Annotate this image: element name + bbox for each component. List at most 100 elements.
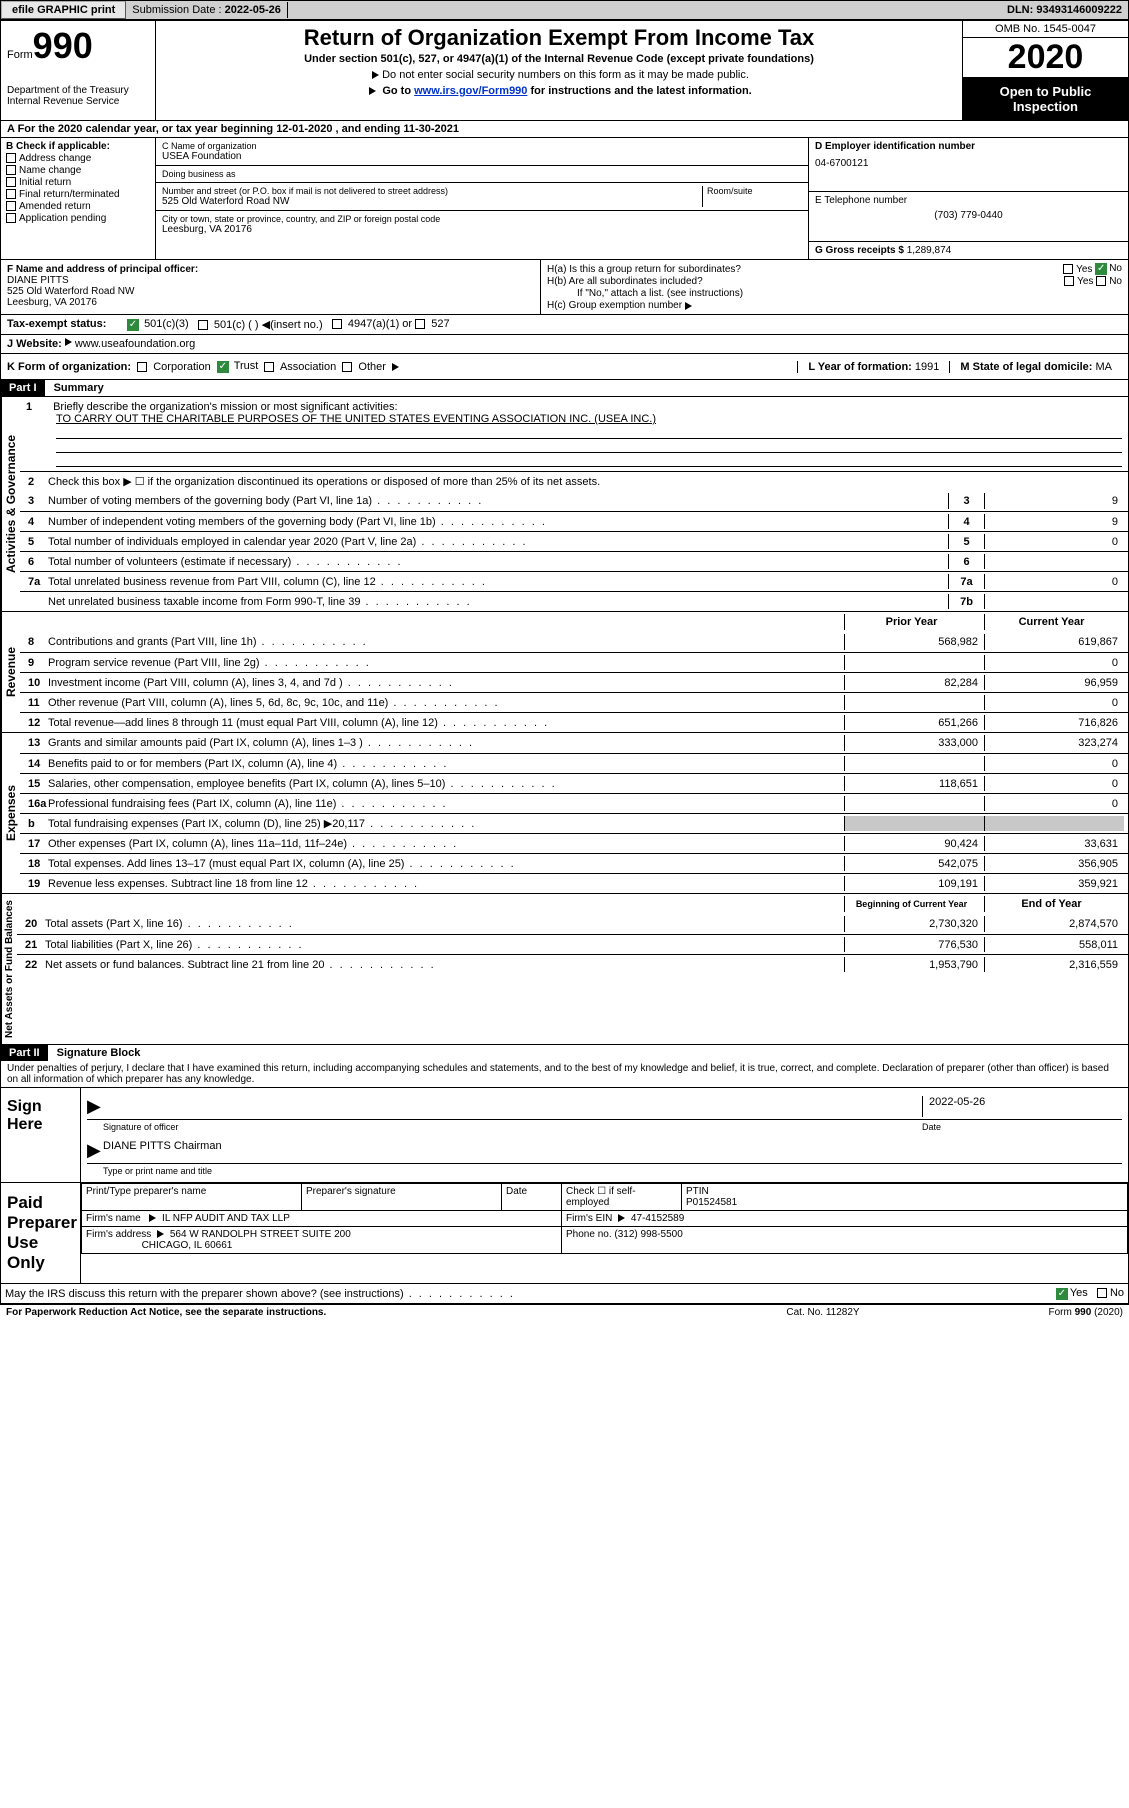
paid-preparer-label: Paid Preparer Use Only — [1, 1183, 81, 1283]
line-num: 12 — [24, 717, 48, 729]
row-i-tax-status: Tax-exempt status: ✓ 501(c)(3) 501(c) ( … — [1, 314, 1128, 334]
opt-label: Corporation — [153, 361, 210, 373]
line-box: 3 — [948, 493, 984, 509]
current-value: 2,316,559 — [984, 957, 1124, 972]
city-value: Leesburg, VA 20176 — [162, 224, 802, 235]
current-value: 0 — [984, 695, 1124, 710]
form-word: Form — [7, 49, 33, 61]
prep-date-label: Date — [502, 1184, 562, 1211]
line-desc: Total number of individuals employed in … — [48, 536, 948, 548]
opt-label: 527 — [431, 318, 449, 330]
officer-addr2: Leesburg, VA 20176 — [7, 297, 97, 308]
firm-name-cell: Firm's name IL NFP AUDIT AND TAX LLP — [82, 1211, 562, 1227]
opt-label: Association — [280, 361, 336, 373]
ha-yes[interactable]: Yes — [1063, 264, 1092, 275]
tax-year: 2020 — [963, 38, 1128, 78]
current-value: 558,011 — [984, 937, 1124, 952]
discuss-no[interactable]: No — [1097, 1287, 1124, 1299]
line-num: 21 — [21, 939, 45, 951]
chk-initial-return[interactable]: Initial return — [6, 177, 150, 188]
tel-label: E Telephone number — [815, 195, 1122, 206]
discuss-row: May the IRS discuss this return with the… — [1, 1283, 1128, 1303]
irs-link[interactable]: www.irs.gov/Form990 — [414, 85, 527, 97]
row-k-org-form: K Form of organization: Corporation ✓ Tr… — [1, 353, 1128, 379]
prep-row-2: Firm's name IL NFP AUDIT AND TAX LLP Fir… — [82, 1211, 1128, 1227]
side-revenue: Revenue — [1, 612, 20, 732]
discuss-yes[interactable]: ✓Yes — [1056, 1287, 1088, 1299]
opt-trust[interactable]: ✓ Trust — [217, 360, 259, 373]
line-desc: Total liabilities (Part X, line 26) — [45, 939, 844, 951]
header-right: OMB No. 1545-0047 2020 Open to Public In… — [963, 21, 1128, 120]
data-line: 14 Benefits paid to or for members (Part… — [20, 753, 1128, 773]
opt-4947[interactable]: 4947(a)(1) or — [332, 318, 412, 331]
opt-association[interactable]: Association — [264, 361, 336, 373]
beginning-year-header: Beginning of Current Year — [844, 896, 984, 912]
data-line: 15 Salaries, other compensation, employe… — [20, 773, 1128, 793]
opt-527[interactable]: 527 — [415, 318, 449, 331]
footer-cat-no: Cat. No. 11282Y — [723, 1307, 923, 1318]
opt-501c3[interactable]: ✓ 501(c)(3) — [127, 318, 189, 331]
line-desc: Revenue less expenses. Subtract line 18 … — [48, 878, 844, 890]
street-value: 525 Old Waterford Road NW — [162, 196, 702, 207]
hb-no[interactable]: No — [1096, 276, 1122, 287]
opt-501c[interactable]: 501(c) ( ) ◀(insert no.) — [198, 318, 323, 331]
chk-label: Address change — [19, 153, 91, 164]
h-b: H(b) Are all subordinates included? Yes … — [547, 276, 1122, 287]
ein-cell: D Employer identification number 04-6700… — [809, 138, 1128, 192]
line2-desc: Check this box ▶ ☐ if the organization d… — [48, 475, 1124, 488]
firm-name-label: Firm's name — [86, 1213, 141, 1224]
line-value — [984, 554, 1124, 569]
officer-name-line: ▶ DIANE PITTS Chairman — [87, 1140, 1122, 1164]
chk-name-change[interactable]: Name change — [6, 165, 150, 176]
line-box: 5 — [948, 534, 984, 549]
line-desc: Investment income (Part VIII, column (A)… — [48, 677, 844, 689]
prior-value — [844, 655, 984, 670]
org-name-cell: C Name of organization USEA Foundation — [156, 138, 808, 166]
current-value — [984, 816, 1124, 831]
efile-print-button[interactable]: efile GRAPHIC print — [1, 1, 126, 19]
mission-value: TO CARRY OUT THE CHARITABLE PURPOSES OF … — [56, 413, 656, 425]
prior-value: 651,266 — [844, 715, 984, 730]
hb-yes[interactable]: Yes — [1064, 276, 1093, 287]
hb-label: H(b) Are all subordinates included? — [547, 276, 1064, 287]
form-title: Return of Organization Exempt From Incom… — [164, 25, 954, 51]
line-num: 20 — [21, 918, 45, 930]
chk-address-change[interactable]: Address change — [6, 153, 150, 164]
current-value: 0 — [984, 655, 1124, 670]
discuss-label: May the IRS discuss this return with the… — [5, 1288, 984, 1300]
gov-line: 3 Number of voting members of the govern… — [20, 491, 1128, 511]
data-line: 8 Contributions and grants (Part VIII, l… — [20, 632, 1128, 652]
dept-treasury: Department of the Treasury Internal Reve… — [7, 85, 149, 107]
chk-final-return[interactable]: Final return/terminated — [6, 189, 150, 200]
prior-value: 776,530 — [844, 937, 984, 952]
data-line: 9 Program service revenue (Part VIII, li… — [20, 652, 1128, 672]
current-value: 33,631 — [984, 836, 1124, 851]
opt-label: 501(c) ( ) — [214, 319, 259, 331]
line-num: 19 — [24, 878, 48, 890]
row-j-website: J Website: www.useafoundation.org — [1, 334, 1128, 353]
gov-line: 4 Number of independent voting members o… — [20, 511, 1128, 531]
line-desc: Total expenses. Add lines 13–17 (must eq… — [48, 858, 844, 870]
opt-corporation[interactable]: Corporation — [137, 361, 211, 373]
firm-addr-cell: Firm's address 564 W RANDOLPH STREET SUI… — [82, 1227, 562, 1254]
section-governance: Activities & Governance 1 Briefly descri… — [1, 396, 1128, 611]
website-value: www.useafoundation.org — [75, 338, 195, 350]
form-header: Form990 Department of the Treasury Inter… — [1, 21, 1128, 120]
dba-cell: Doing business as — [156, 166, 808, 183]
revenue-body: Prior Year Current Year 8 Contributions … — [20, 612, 1128, 732]
firm-name: IL NFP AUDIT AND TAX LLP — [162, 1213, 290, 1224]
part2-title: Signature Block — [51, 1045, 147, 1061]
data-line: b Total fundraising expenses (Part IX, c… — [20, 813, 1128, 833]
ha-no[interactable]: ✓No — [1095, 263, 1122, 275]
chk-amended-return[interactable]: Amended return — [6, 201, 150, 212]
phone-value: (312) 998-5500 — [614, 1229, 682, 1240]
line-desc: Total fundraising expenses (Part IX, col… — [48, 817, 844, 830]
ptin-label: PTIN — [686, 1186, 709, 1197]
current-year-header: Current Year — [984, 614, 1124, 630]
chk-application-pending[interactable]: Application pending — [6, 213, 150, 224]
current-value: 2,874,570 — [984, 916, 1124, 932]
line-value: 9 — [984, 493, 1124, 509]
opt-other[interactable]: Other — [342, 361, 402, 373]
ssn-note: Do not enter social security numbers on … — [164, 69, 954, 81]
ha-label: H(a) Is this a group return for subordin… — [547, 264, 1063, 275]
